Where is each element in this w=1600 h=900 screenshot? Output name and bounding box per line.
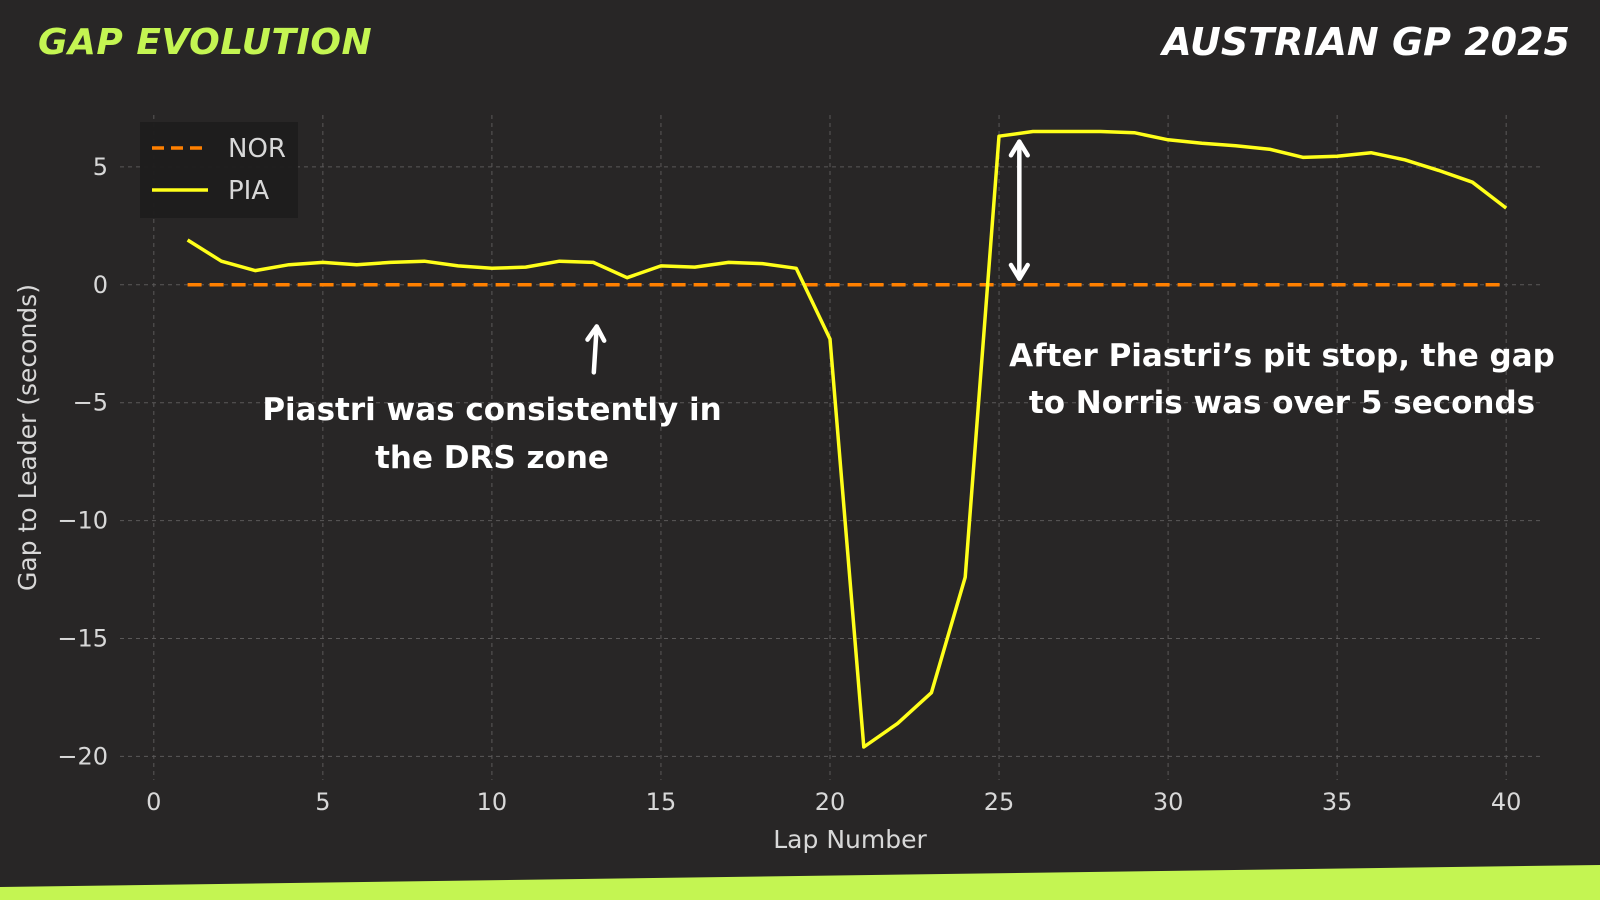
x-tick-label: 20 xyxy=(815,788,846,816)
x-tick-label: 0 xyxy=(146,788,161,816)
x-tick-label: 35 xyxy=(1322,788,1353,816)
annotation-arrowhead-drs xyxy=(585,324,607,343)
annotation-arrow-drs xyxy=(591,324,599,375)
y-tick-label: −5 xyxy=(73,389,108,417)
annotation-arrowhead-gap-top xyxy=(1008,139,1030,158)
y-tick-label: −15 xyxy=(57,625,108,653)
annotation-text-gap: After Piastri’s pit stop, the gap xyxy=(1009,338,1555,374)
y-tick-label: −10 xyxy=(57,507,108,535)
annotation-text-drs: Piastri was consistently in xyxy=(262,392,721,428)
series-line-pia xyxy=(186,129,1508,749)
annotation-arrowhead-gap-bottom xyxy=(1008,262,1030,281)
x-tick-label: 30 xyxy=(1153,788,1184,816)
bottom-accent-stripe xyxy=(0,865,1600,900)
legend: NOR PIA xyxy=(140,122,298,218)
chart-title: GAP EVOLUTION xyxy=(38,22,373,63)
x-axis-label: Lap Number xyxy=(773,825,927,854)
race-title: AUSTRIAN GP 2025 xyxy=(1162,20,1570,64)
x-tick-label: 10 xyxy=(477,788,508,816)
legend-label-pia: PIA xyxy=(228,176,269,206)
annotation-text-drs: the DRS zone xyxy=(375,440,609,476)
grid xyxy=(120,115,1540,780)
legend-label-nor: NOR xyxy=(228,134,286,164)
x-tick-label: 15 xyxy=(646,788,677,816)
y-axis-label: Gap to Leader (seconds) xyxy=(13,284,42,591)
y-tick-label: −20 xyxy=(57,742,108,770)
x-tick-label: 25 xyxy=(984,788,1015,816)
x-tick-label: 40 xyxy=(1491,788,1522,816)
x-tick-label: 5 xyxy=(315,788,330,816)
axes: 0 5 10 15 20 25 30 35 40 5 0 −5 −10 −15 −20 Lap Number G… xyxy=(13,153,1521,854)
y-tick-label: 0 xyxy=(93,271,108,299)
annotation-text-gap: to Norris was over 5 seconds xyxy=(1029,385,1535,421)
y-tick-label: 5 xyxy=(93,153,108,181)
series xyxy=(186,129,1508,749)
legend-box xyxy=(140,122,298,218)
annotations: Piastri was consistently in the DRS zone A… xyxy=(262,139,1555,476)
